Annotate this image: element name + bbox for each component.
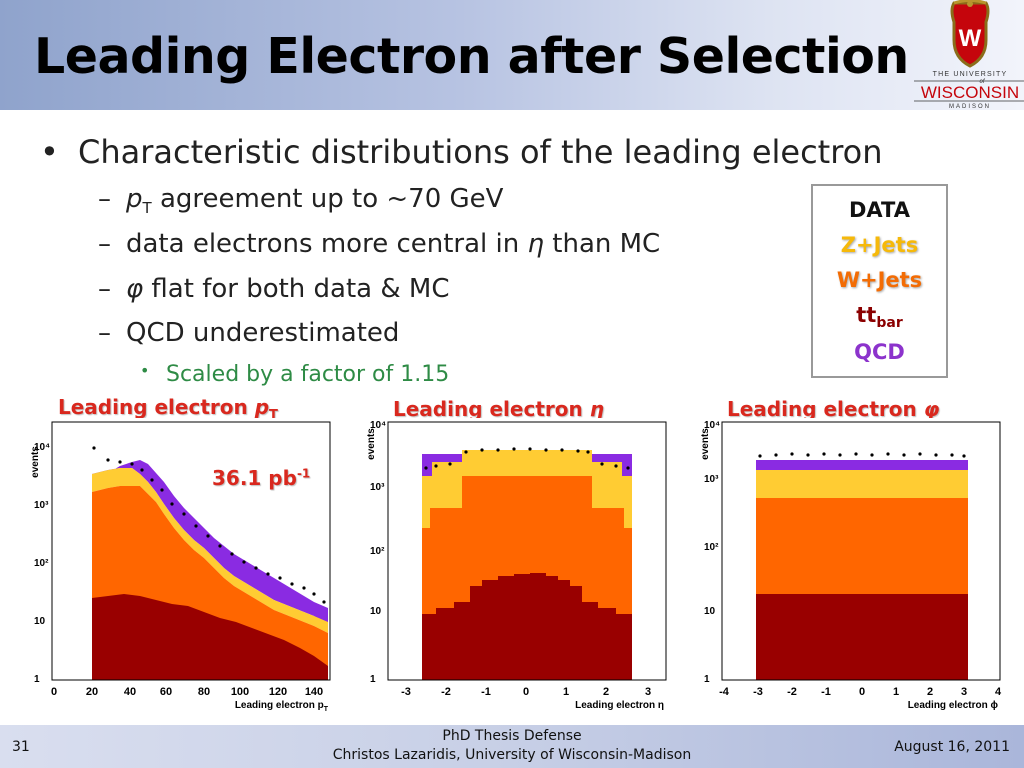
plot-eta-title: Leading electron η: [393, 397, 604, 421]
legend-item-zjets: Z+Jets: [840, 233, 919, 257]
logo-line3: WISCONSIN: [921, 83, 1019, 102]
pt-qcd-band: [92, 452, 328, 628]
svg-text:40: 40: [124, 686, 136, 698]
eta-y-ticks: 1 10 10² 10³ 10⁴: [370, 420, 386, 685]
logo-line1: THE UNIVERSITY: [933, 71, 1008, 78]
legend-item-wjets: W+Jets: [836, 268, 923, 292]
plot-phi: 1 10 10² 10³ 10⁴ -4 -3 -2 -1 0 1 2 3 4 e…: [698, 418, 1008, 718]
svg-text:1: 1: [34, 674, 40, 685]
svg-text:0: 0: [523, 686, 529, 698]
plot-pt: 1 10 10² 10³ 10⁴ 0 20 40 60 80 100 120 1…: [28, 418, 338, 718]
svg-text:100: 100: [231, 686, 249, 698]
crest-letter: W: [959, 25, 982, 52]
logo-line4: MADISON: [949, 104, 991, 110]
phi-ylabel: events: [700, 428, 711, 460]
svg-text:10: 10: [34, 616, 46, 627]
phi-xlabel: Leading electron ϕ: [908, 700, 999, 711]
svg-text:10⁴: 10⁴: [704, 420, 720, 431]
svg-text:3: 3: [645, 686, 651, 698]
plot-phi-title: Leading electron φ: [727, 397, 940, 421]
phi-ttbar-band: [756, 594, 968, 680]
phi-qcd-band: [756, 460, 968, 470]
svg-text:4: 4: [995, 686, 1002, 698]
eta-wjets-gap-left: [422, 508, 430, 528]
phi-x-ticks: -4 -3 -2 -1 0 1 2 3 4: [719, 686, 1002, 698]
phi-data-points: [758, 452, 966, 458]
eta-ylabel: events: [366, 428, 377, 460]
eta-x-ticks: -3 -2 -1 0 1 2 3: [401, 686, 651, 698]
eta-wjets-gap-right: [624, 508, 632, 528]
pt-xlabel: Leading electron pT: [235, 700, 329, 713]
svg-text:140: 140: [305, 686, 323, 698]
plot-pt-title: Leading electron pT: [58, 395, 278, 423]
eta-zjets-band-2: [462, 466, 592, 476]
eta-zjets-band: [422, 450, 632, 508]
svg-text:-2: -2: [441, 686, 451, 698]
svg-text:1: 1: [893, 686, 899, 698]
svg-text:0: 0: [51, 686, 57, 698]
svg-text:-2: -2: [787, 686, 797, 698]
svg-text:1: 1: [704, 674, 710, 685]
pt-histogram: [92, 452, 328, 680]
footer-line2: Christos Lazaridis, University of Wiscon…: [332, 747, 692, 763]
pt-ttbar-band: [92, 594, 328, 680]
svg-text:0: 0: [859, 686, 865, 698]
pt-ylabel: events: [30, 446, 41, 478]
legend-item-qcd: QCD: [854, 340, 905, 364]
svg-text:10²: 10²: [370, 546, 385, 557]
svg-text:-1: -1: [821, 686, 831, 698]
svg-text:1: 1: [370, 674, 376, 685]
footer-line1: PhD Thesis Defense: [442, 728, 582, 744]
eta-ttbar-band: [422, 573, 632, 680]
svg-text:-1: -1: [481, 686, 491, 698]
svg-text:10: 10: [704, 606, 716, 617]
svg-text:20: 20: [86, 686, 98, 698]
page-number: 31: [12, 739, 30, 755]
svg-text:10³: 10³: [370, 482, 385, 493]
pt-data-points: [92, 446, 326, 604]
luminosity-label: 36.1 pb-1: [212, 466, 311, 490]
university-logo: W THE UNIVERSITY of WISCONSIN MADISON: [914, 0, 1024, 110]
svg-text:10⁴: 10⁴: [34, 442, 50, 453]
svg-text:60: 60: [160, 686, 172, 698]
svg-text:2: 2: [603, 686, 609, 698]
svg-text:10⁴: 10⁴: [370, 420, 386, 431]
pt-x-ticks: 0 20 40 60 80 100 120 140: [51, 686, 323, 698]
bullet-main-text: Characteristic distributions of the lead…: [78, 133, 883, 171]
svg-text:10³: 10³: [34, 500, 49, 511]
legend-item-data: DATA: [848, 198, 910, 222]
eta-histogram: [422, 450, 632, 680]
legend-item-ttbar: ttbar: [856, 303, 903, 332]
phi-y-ticks: 1 10 10² 10³ 10⁴: [704, 420, 720, 685]
slide-title: Leading Electron after Selection: [34, 28, 909, 85]
footer-date: August 16, 2011: [894, 739, 1010, 755]
legend-box: DATA Z+Jets W+Jets ttbar QCD: [811, 184, 948, 378]
footer: 31 PhD Thesis Defense Christos Lazaridis…: [0, 725, 1024, 768]
eta-data-points: [424, 447, 630, 470]
logo-line2: of: [979, 79, 985, 85]
svg-text:-4: -4: [719, 686, 730, 698]
svg-text:10: 10: [370, 606, 382, 617]
crest-shield-icon: [950, 1, 990, 68]
phi-histogram: [756, 460, 968, 680]
phi-zjets-band: [756, 470, 968, 498]
pt-y-ticks: 1 10 10² 10³ 10⁴: [34, 442, 50, 685]
svg-text:-3: -3: [401, 686, 411, 698]
eta-xlabel: Leading electron η: [575, 700, 664, 711]
pt-zjets-band: [92, 468, 328, 633]
svg-text:3: 3: [961, 686, 967, 698]
svg-text:1: 1: [563, 686, 569, 698]
svg-text:10³: 10³: [704, 474, 719, 485]
title-bar: [0, 0, 1024, 110]
svg-text:2: 2: [927, 686, 933, 698]
svg-text:80: 80: [198, 686, 210, 698]
svg-text:10²: 10²: [704, 542, 719, 553]
svg-text:-3: -3: [753, 686, 763, 698]
svg-text:120: 120: [269, 686, 287, 698]
svg-text:10²: 10²: [34, 558, 49, 569]
plot-eta: 1 10 10² 10³ 10⁴ -3 -2 -1 0 1 2 3 events…: [362, 418, 674, 718]
